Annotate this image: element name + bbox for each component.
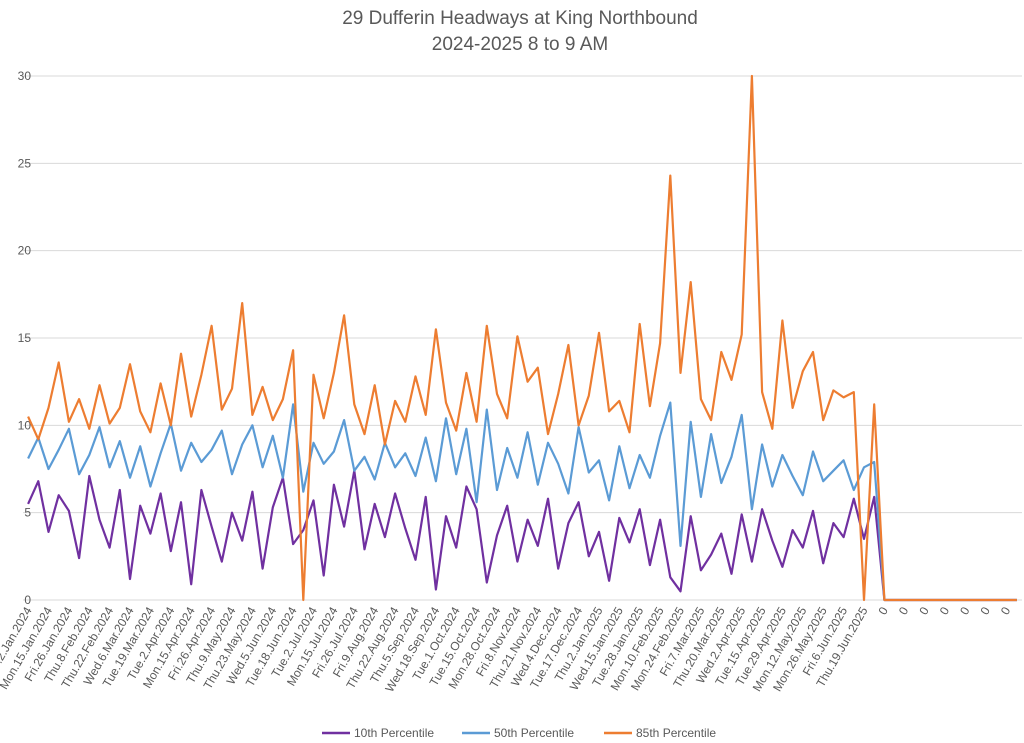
y-tick-label: 30 — [18, 69, 32, 83]
x-tick-label: 0 — [937, 604, 953, 617]
y-tick-label: 25 — [18, 156, 32, 170]
x-tick-label: 0 — [876, 604, 892, 617]
y-tick-label: 5 — [24, 506, 31, 520]
chart-title: 29 Dufferin Headways at King Northbound — [342, 8, 698, 29]
y-tick-label: 20 — [18, 244, 32, 258]
x-tick-label: 0 — [998, 604, 1014, 617]
series-line — [27, 74, 1017, 602]
x-tick-label: 0 — [977, 604, 993, 617]
legend-item: 85th Percentile — [604, 726, 716, 740]
legend-label: 50th Percentile — [494, 726, 574, 740]
y-tick-label: 0 — [24, 593, 31, 607]
chart-subtitle: 2024-2025 8 to 9 AM — [432, 34, 608, 55]
x-tick-label: 0 — [957, 604, 973, 617]
legend-item: 50th Percentile — [462, 726, 574, 740]
y-tick-label: 10 — [18, 418, 32, 432]
legend-item: 10th Percentile — [322, 726, 434, 740]
x-tick-label: 0 — [896, 604, 912, 617]
series-line — [27, 469, 1017, 602]
legend-label: 85th Percentile — [636, 726, 716, 740]
y-tick-label: 15 — [18, 331, 32, 345]
x-tick-label: 0 — [916, 604, 932, 617]
legend-label: 10th Percentile — [354, 726, 434, 740]
series-line — [27, 401, 1017, 602]
